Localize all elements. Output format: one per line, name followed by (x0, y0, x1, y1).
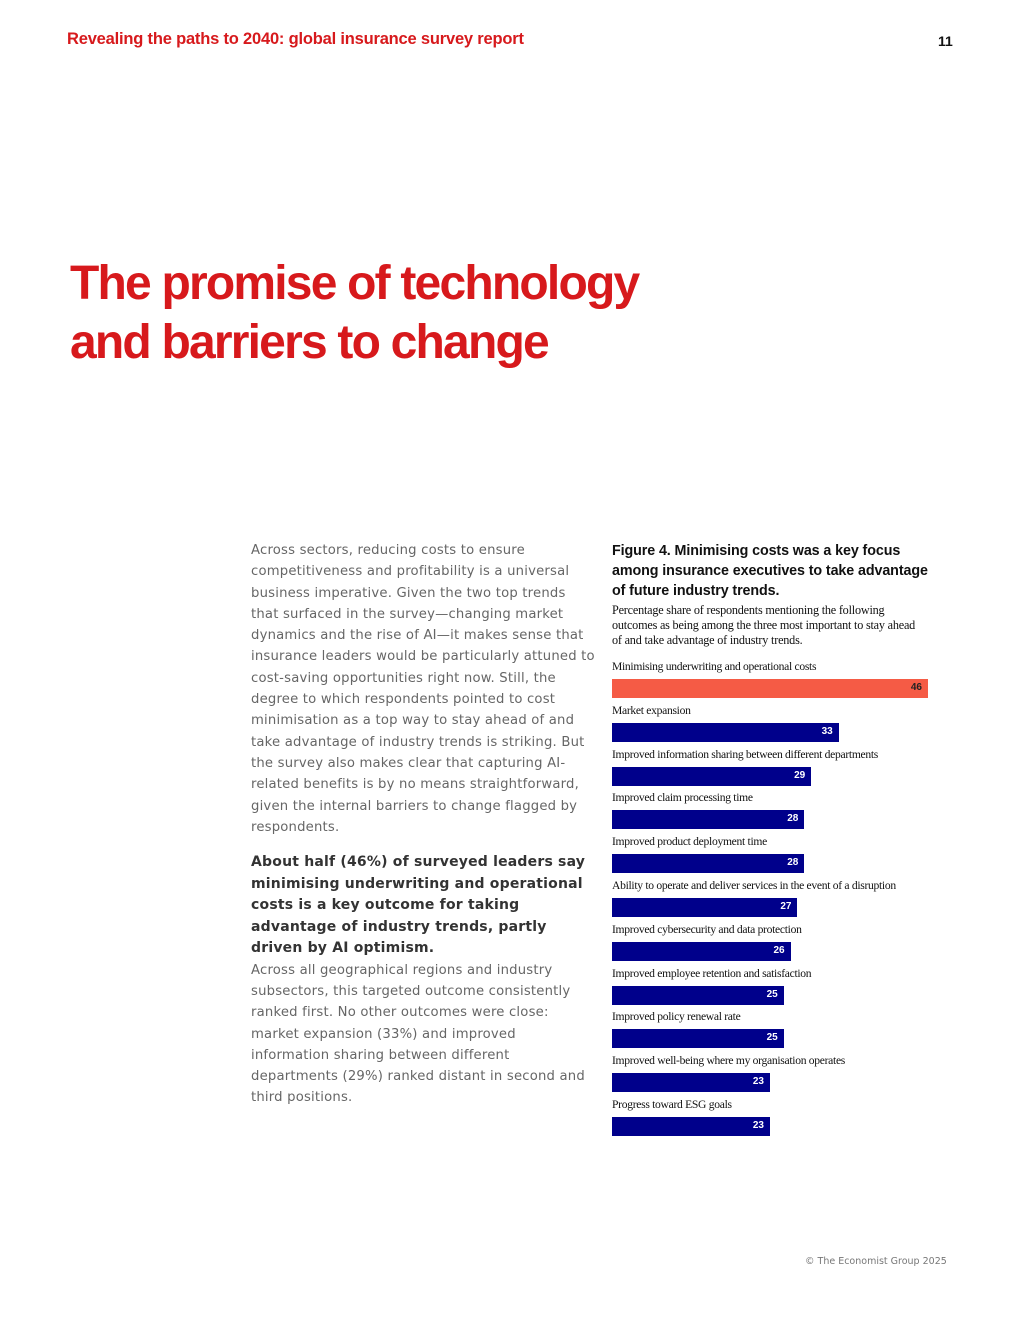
bar-label: Improved product deployment time (612, 835, 767, 849)
bar: 46 (612, 679, 928, 698)
bar-value-label: 28 (787, 857, 799, 869)
bar-label: Improved cybersecurity and data protecti… (612, 922, 802, 936)
report-title: Revealing the paths to 2040: global insu… (67, 30, 524, 48)
bar-label: Improved employee retention and satisfac… (612, 966, 812, 980)
bar: 25 (612, 1029, 784, 1049)
bar: 33 (612, 722, 839, 742)
bar-value-label: 25 (766, 988, 778, 1000)
body-paragraph-2: Across all geographical regions and indu… (251, 962, 585, 1106)
bar-value-label: 27 (780, 901, 792, 912)
bar: 26 (612, 941, 791, 961)
copyright: © The Economist Group 2025 (805, 1256, 947, 1267)
section-title: The promise of technology and barriers t… (70, 254, 690, 372)
bar-label: Minimising underwriting and operational … (612, 660, 817, 673)
bar-label: Improved policy renewal rate (612, 1010, 741, 1024)
bar: 29 (612, 766, 812, 786)
bar-value-label: 28 (787, 813, 799, 825)
bar-value-label: 33 (821, 725, 833, 737)
body-paragraph-1: Across sectors, reducing costs to ensure… (251, 543, 595, 835)
figure-header: Figure 4. Minimising costs was a key foc… (612, 541, 932, 648)
body-text: Across sectors, reducing costs to ensure… (251, 540, 596, 1109)
page-number: 11 (938, 33, 953, 49)
bar-label: Ability to operate and deliver services … (612, 879, 896, 892)
bar: 28 (612, 810, 805, 830)
bar: 27 (612, 898, 798, 917)
bar: 23 (612, 1073, 770, 1093)
bar-chart: Minimising underwriting and operational … (612, 660, 932, 1140)
bar-value-label: 25 (766, 1032, 778, 1044)
section-title-line-2: and barriers to change (70, 316, 550, 369)
lead-paragraph: About half (46%) of surveyed leaders say… (251, 854, 586, 957)
bar-value-label: 46 (910, 682, 922, 693)
bar: 23 (612, 1117, 770, 1136)
bar-value-label: 23 (752, 1120, 764, 1131)
bar-label: Improved information sharing between dif… (612, 747, 879, 761)
bar-value-label: 29 (794, 769, 806, 781)
bar-label: Improved claim processing time (612, 791, 753, 805)
figure-title: Figure 4. Minimising costs was a key foc… (612, 543, 928, 599)
bar-label: Market expansion (612, 703, 691, 717)
bar-label: Progress toward ESG goals (612, 1098, 732, 1111)
bar: 25 (612, 985, 784, 1005)
bar: 28 (612, 854, 805, 874)
bar-value-label: 26 (773, 944, 785, 956)
section-title-line-1: The promise of technology (70, 257, 640, 310)
figure-subtitle: Percentage share of respondents mentioni… (612, 603, 916, 647)
bar-value-label: 23 (752, 1076, 764, 1088)
bar-label: Improved well-being where my organisatio… (612, 1054, 846, 1068)
